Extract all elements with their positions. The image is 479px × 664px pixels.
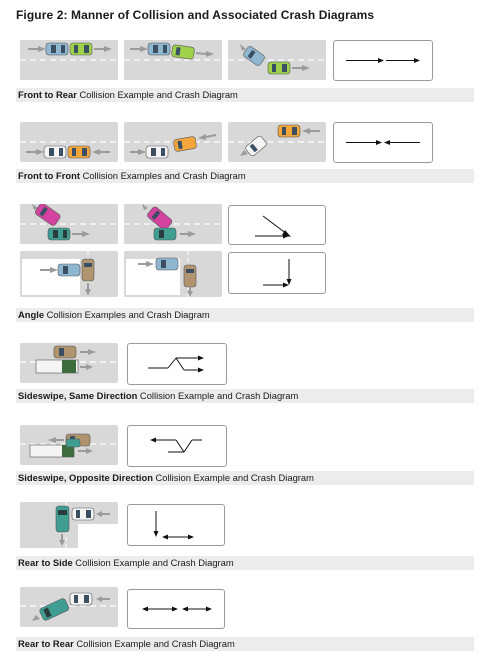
caption-bold: Rear to Rear [18, 638, 74, 649]
front-to-front-illustration-2 [124, 134, 222, 159]
front-to-front-diagram-arrows [346, 140, 420, 145]
front-to-rear-illustration-2 [124, 42, 222, 61]
front-to-front-example-3 [228, 122, 326, 162]
caption-bold: Sideswipe, Same Direction [18, 390, 138, 401]
front-to-front-illustration-3 [228, 124, 326, 157]
front-to-front-example-2 [124, 122, 222, 162]
front-to-rear-illustration-1 [20, 42, 118, 61]
rear-to-side-illustration [20, 502, 118, 548]
sideswipe-opposite-example [20, 425, 118, 465]
front-to-rear-example-3 [228, 40, 326, 80]
sideswipe-same-illustration [20, 345, 118, 374]
front-to-front-illustration-1 [20, 141, 118, 159]
angle-example-3 [20, 251, 118, 297]
sideswipe-same-diagram-arrows [148, 355, 204, 373]
rear-to-side-crash-diagram [127, 504, 225, 546]
caption-bold: Front to Front [18, 170, 80, 181]
caption-bold: Front to Rear [18, 89, 77, 100]
caption-text: Collision Examples and Crash Diagram [79, 170, 246, 181]
caption-bold: Rear to Side [18, 557, 73, 568]
rear-to-rear-illustration [20, 592, 118, 621]
angle-example-2 [124, 204, 222, 244]
front-to-rear-diagram-arrows [346, 58, 420, 63]
front-to-rear-example-1 [20, 40, 118, 80]
angle-illustration-2 [124, 204, 222, 241]
rear-to-rear-caption: Rear to Rear Collision Example and Crash… [16, 637, 474, 651]
rear-to-rear-diagram-arrows [142, 606, 212, 612]
sideswipe-same-caption: Sideswipe, Same Direction Collision Exam… [16, 389, 474, 403]
rear-to-side-caption: Rear to Side Collision Example and Crash… [16, 556, 474, 570]
caption-text: Collision Example and Crash Diagram [76, 89, 238, 100]
angle-illustration-1 [20, 204, 118, 241]
front-to-rear-example-2 [124, 40, 222, 80]
angle-example-1 [20, 204, 118, 244]
angle-diagram-arrows-1 [255, 215, 291, 239]
sideswipe-opposite-diagram-arrows [150, 437, 202, 453]
angle-illustration-3 [22, 251, 98, 297]
angle-example-4 [124, 251, 222, 297]
caption-text: Collision Example and Crash Diagram [73, 638, 235, 649]
caption-text: Collision Example and Crash Diagram [152, 472, 314, 483]
sideswipe-same-crash-diagram [127, 343, 227, 385]
angle-diagram-arrows-2 [263, 259, 292, 288]
sideswipe-opposite-caption: Sideswipe, Opposite Direction Collision … [16, 471, 474, 485]
rear-to-side-diagram-arrows [153, 511, 194, 540]
rear-to-side-example [20, 502, 118, 548]
caption-bold: Sideswipe, Opposite Direction [18, 472, 153, 483]
caption-text: Collision Examples and Crash Diagram [44, 309, 210, 320]
angle-illustration-4 [126, 251, 200, 297]
angle-crash-diagram-2 [228, 252, 326, 294]
rear-to-rear-crash-diagram [127, 589, 225, 629]
front-to-rear-illustration-3 [228, 44, 326, 75]
angle-caption: Angle Collision Examples and Crash Diagr… [16, 308, 474, 322]
sideswipe-opposite-illustration [20, 433, 118, 458]
figure-title: Figure 2: Manner of Collision and Associ… [16, 8, 375, 22]
sideswipe-same-example [20, 343, 118, 383]
front-to-front-caption: Front to Front Collision Examples and Cr… [16, 169, 474, 183]
caption-text: Collision Example and Crash Diagram [137, 390, 299, 401]
rear-to-rear-example [20, 587, 118, 627]
front-to-rear-crash-diagram [333, 40, 433, 81]
caption-bold: Angle [18, 309, 45, 320]
sideswipe-opposite-crash-diagram [127, 425, 227, 467]
caption-text: Collision Example and Crash Diagram [72, 557, 234, 568]
front-to-rear-caption: Front to Rear Collision Example and Cras… [16, 88, 474, 102]
angle-crash-diagram-1 [228, 205, 326, 245]
front-to-front-example-1 [20, 122, 118, 162]
front-to-front-crash-diagram [333, 122, 433, 163]
